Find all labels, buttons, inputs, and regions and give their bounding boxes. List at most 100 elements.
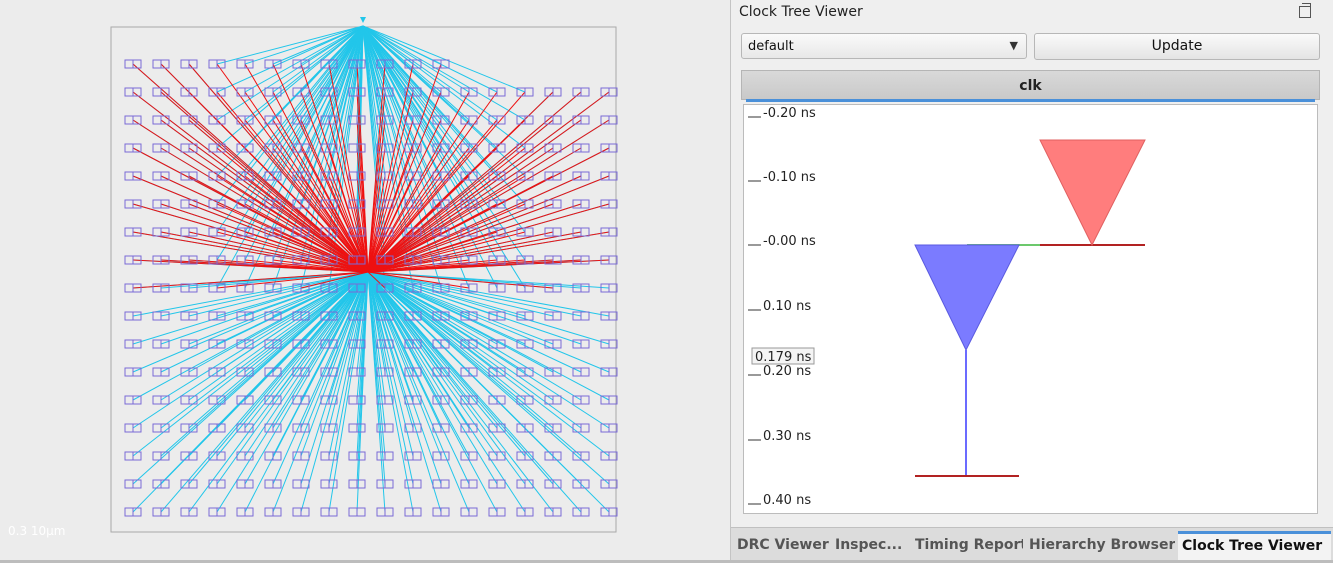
clock-net-segment-critical [328,147,369,273]
clock-net-segment [216,271,369,457]
clock-net-segment-critical [328,203,369,273]
chevron-down-icon[interactable]: ▼ [1009,39,1018,52]
clock-net-lines [132,25,610,513]
clock-net-segment-critical [367,271,470,289]
clock-root-marker [360,17,366,23]
update-button[interactable]: Update [1034,33,1320,60]
clock-net-segment [367,271,610,485]
clock-tree-canvas[interactable]: -0.20 ns -0.10 ns -0.00 ns 0.10 ns 0.20 … [743,104,1318,514]
clock-net-segment [362,25,498,205]
clock-net-segment [367,271,582,513]
clock-net-segment-critical [188,147,369,273]
clock-net-segment [188,271,369,513]
clock-net-segment [367,271,610,401]
clock-net-segment-critical [367,175,414,273]
clock-net-segment-critical [356,147,369,273]
tab-hierarchy-browser[interactable]: Hierarchy Browser [1029,537,1175,553]
clock-net-segment [132,271,369,317]
axis-tick-label: -0.00 ns [763,234,816,249]
clock-net-segment-critical [367,91,498,273]
clock-net-segment-critical [367,63,414,273]
clock-net-segment [132,271,369,485]
clock-net-segment [367,271,526,485]
clock-net-segment-critical [160,91,369,273]
clock-net-segment-critical [132,271,369,289]
clock-net-segment [367,271,414,513]
clock-net-segment-critical [216,231,369,273]
clock-net-segment-critical [188,231,369,273]
clock-net-segment [160,271,369,373]
clock-net-segment-critical [244,63,369,273]
root-buffer-node[interactable] [914,244,1020,352]
clock-net-segment [367,271,526,513]
tab-clock-tree-viewer[interactable]: Clock Tree Viewer [1178,531,1331,560]
tab-drc-viewer[interactable]: DRC Viewer [737,537,829,553]
clock-net-segment-critical [328,91,369,273]
clock-source-node[interactable] [1039,139,1146,247]
clock-net-segment [367,271,470,485]
clock-net-segment-critical [216,147,369,273]
clock-net-segment [188,271,369,345]
clock-net-segment [362,25,526,93]
tab-clk[interactable]: clk [741,70,1320,100]
clock-net-segment-critical [328,63,369,273]
clock-net-segment-critical [367,119,610,273]
tab-timing-report[interactable]: Timing Report [915,537,1023,553]
clock-net-segment-critical [367,175,386,273]
clock-net-segment-critical [367,231,554,273]
tab-underline [746,99,1315,102]
clock-net-segment-critical [356,231,369,273]
clock-net-segment [272,25,364,289]
clock-net-segment [367,271,498,457]
clock-net-segment [300,271,369,485]
clock-net-segment [367,271,582,373]
clock-net-segment [367,271,386,401]
clock-net-segment-critical [367,231,582,273]
clock-net-segment [367,271,414,485]
clock-net-segment-critical [300,271,369,289]
layout-canvas[interactable] [0,0,730,560]
clock-net-segment [362,25,526,233]
clock-net-segment [160,271,369,401]
clock-net-segment [216,271,369,485]
clock-net-segment [367,271,442,485]
layout-view[interactable]: 0.3 10μm [0,0,731,560]
tab-inspector[interactable]: Inspec... [835,537,903,553]
clock-net-segment-critical [367,91,470,273]
clock-net-segment-critical [367,119,498,273]
clock-net-segment [367,271,610,289]
corner-select[interactable]: default ▼ [741,33,1027,59]
clock-net-segment-critical [272,63,369,273]
clock-net-segment-critical [356,203,369,273]
axis-tick-label: 0.40 ns [763,493,811,508]
hover-value-tag: 0.179 ns [751,347,815,365]
clock-net-segment [367,271,582,401]
clock-net-segment-critical [367,175,582,273]
clock-net-segment [132,271,369,457]
clock-tree-graph[interactable]: -0.20 ns -0.10 ns -0.00 ns 0.10 ns 0.20 … [744,105,1317,513]
axis-tick-label: -0.10 ns [763,170,816,185]
clock-net-segment [328,271,369,457]
clock-net-segment [188,271,369,401]
clock-net-segment [216,25,364,149]
clock-net-segment [362,25,470,93]
clock-net-segment-critical [367,91,442,273]
clock-net-segment-critical [300,91,369,273]
clock-net-segment [216,25,364,233]
clock-net-segment-critical [367,91,526,273]
float-window-icon[interactable] [1299,3,1311,18]
clock-net-segment [160,271,369,317]
clock-net-segment [216,271,369,513]
clock-net-segment-critical [272,231,369,273]
clock-net-segment [216,25,364,93]
register-pins[interactable] [124,59,618,517]
clock-net-segment [362,25,526,121]
clock-net-segment-critical [216,203,369,273]
clock-net-segment-critical [367,147,414,273]
clock-net-segment [216,25,364,121]
clock-net-segment-critical [328,259,369,273]
clock-net-segment [367,271,582,317]
clock-net-segment-critical [216,175,369,273]
clock-net-segment-critical [367,119,386,273]
corner-select-value: default [748,39,794,54]
